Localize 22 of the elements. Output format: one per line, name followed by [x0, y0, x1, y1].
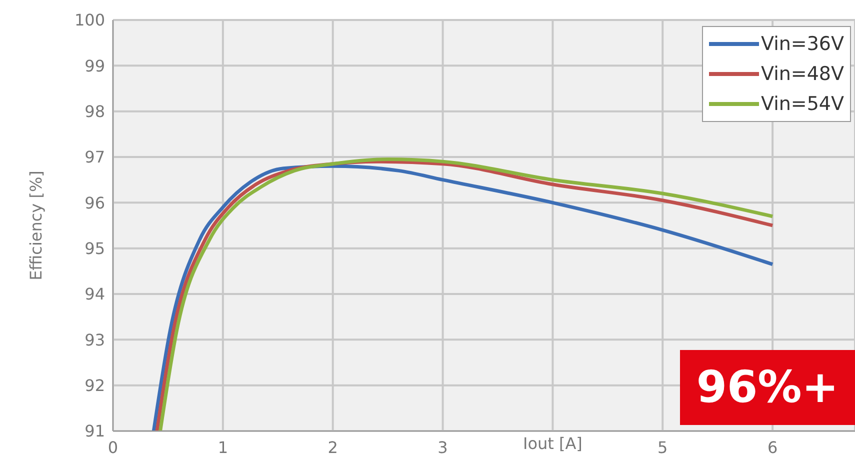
y-tick-label: 93	[84, 330, 105, 350]
x-tick-label: 5	[658, 438, 668, 455]
y-tick-label: 91	[84, 422, 105, 441]
x-tick-label: 2	[328, 438, 338, 455]
y-tick-label: 100	[74, 10, 105, 30]
y-tick-label: 97	[84, 148, 105, 167]
y-axis-title: Efficiency [%]	[26, 170, 46, 280]
annotation: 96%+	[680, 350, 855, 425]
legend-label: Vin=36V	[761, 33, 844, 55]
legend-label: Vin=48V	[761, 63, 844, 85]
x-tick-label: 0	[108, 438, 118, 455]
legend-label: Vin=54V	[761, 93, 844, 115]
y-tick-label: 95	[84, 239, 105, 258]
x-axis-title: Iout [A]	[522, 434, 582, 453]
y-tick-label: 92	[84, 376, 105, 396]
y-tick-label: 98	[84, 102, 105, 122]
x-tick-label: 1	[218, 438, 228, 455]
x-tick-label: 6	[767, 438, 778, 455]
y-tick-label: 94	[84, 284, 105, 304]
y-tick-label: 99	[84, 56, 105, 76]
y-tick-label: 96	[84, 193, 105, 212]
x-tick-label: 3	[438, 438, 448, 455]
